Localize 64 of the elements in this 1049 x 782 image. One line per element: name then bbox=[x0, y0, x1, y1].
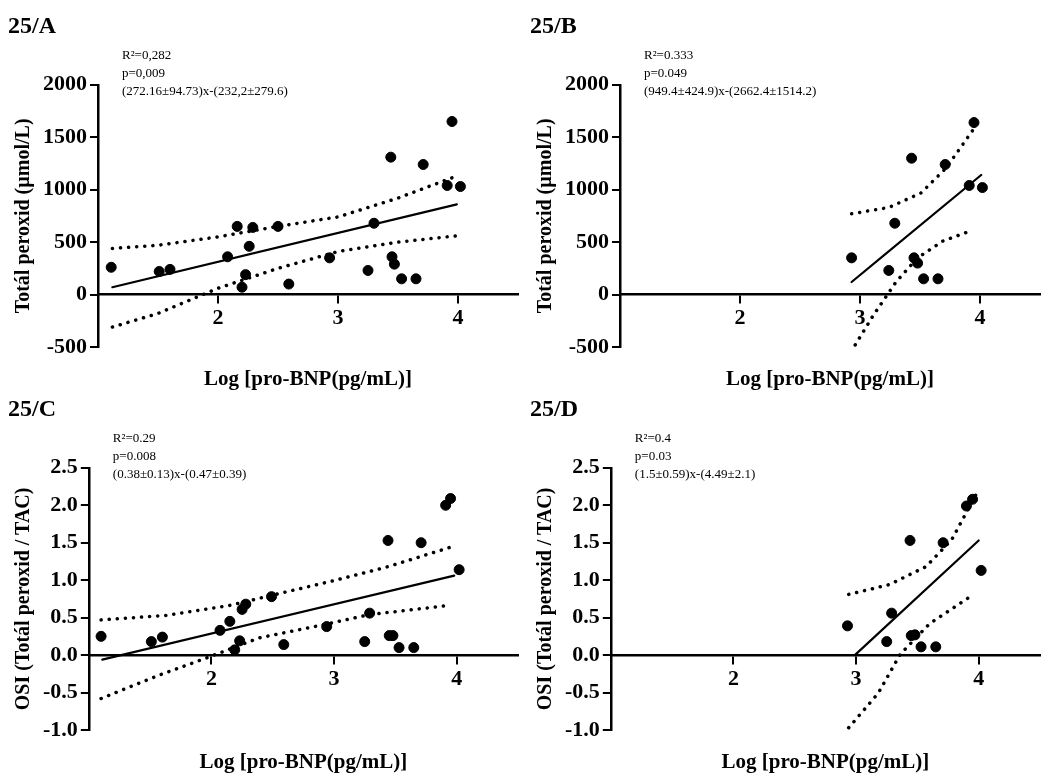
x-axis-title: Log [pro-BNP(pg/mL)] bbox=[726, 366, 934, 390]
x-tick-label: 3 bbox=[854, 304, 866, 330]
y-tick-label: 2.5 bbox=[50, 453, 78, 479]
annotation: (0.38±0.13)x-(0.47±0.39) bbox=[112, 465, 247, 481]
y-axis-title: Totál peroxid (µmol/L) bbox=[11, 118, 35, 314]
y-tick-label: -1.0 bbox=[565, 715, 600, 741]
text: R²=0,282 bbox=[122, 46, 172, 62]
y-tick-label: 1500 bbox=[43, 122, 87, 148]
y-axis-title: OSI (Totál peroxid / TAC) bbox=[533, 487, 557, 711]
y-tick-label: -0.5 bbox=[565, 678, 600, 704]
y-axis-title: Totál peroxid (µmol/L) bbox=[533, 118, 557, 314]
x-axis-title: Log [pro-BNP(pg/mL)] bbox=[204, 366, 412, 390]
x-tick-label: 3 bbox=[850, 664, 862, 690]
y-tick-label: 2.0 bbox=[572, 490, 600, 516]
text: p=0.03 bbox=[634, 447, 672, 463]
y-tick-label: 1.5 bbox=[572, 528, 600, 554]
x-tick-label: 2 bbox=[205, 664, 217, 690]
y-tick-label: 1000 bbox=[43, 175, 87, 201]
y-tick-label: 500 bbox=[576, 227, 609, 253]
chart-title: 25/D bbox=[530, 394, 578, 421]
y-tick-label: 1.5 bbox=[50, 528, 78, 554]
y-tick-label: 0.0 bbox=[50, 640, 78, 666]
y-tick-label: -0.5 bbox=[43, 678, 78, 704]
x-tick-label: 3 bbox=[332, 304, 344, 330]
x-tick-label: 2 bbox=[212, 304, 224, 330]
y-tick-label: 2000 bbox=[565, 70, 609, 96]
y-tick-label: -1.0 bbox=[43, 715, 78, 741]
text: R²=0.4 bbox=[634, 429, 672, 445]
annotation: (1.5±0.59)x-(4.49±2.1) bbox=[634, 465, 756, 481]
text: p=0.008 bbox=[112, 447, 156, 463]
y-tick-label: 1.0 bbox=[50, 565, 78, 591]
x-tick-label: 4 bbox=[974, 304, 986, 330]
text: p=0.049 bbox=[644, 64, 688, 80]
y-tick-label: -500 bbox=[46, 332, 87, 358]
y-tick-label: 2.5 bbox=[572, 453, 600, 479]
y-axis-title: OSI (Totál peroxid / TAC) bbox=[11, 487, 35, 711]
x-tick-label: 2 bbox=[734, 304, 746, 330]
y-tick-label: 0.0 bbox=[572, 640, 600, 666]
y-tick-label: 1000 bbox=[565, 175, 609, 201]
y-tick-label: 1.0 bbox=[572, 565, 600, 591]
y-tick-label: 500 bbox=[54, 227, 87, 253]
x-tick-label: 3 bbox=[328, 664, 340, 690]
y-tick-label: 2000 bbox=[43, 70, 87, 96]
chart-title: 25/A bbox=[8, 11, 57, 38]
x-tick-label: 4 bbox=[973, 664, 985, 690]
y-tick-label: 0.5 bbox=[50, 603, 78, 629]
x-tick-label: 4 bbox=[451, 664, 463, 690]
annotation: (949.4±424.9)x-(2662.4±1514.2) bbox=[644, 82, 817, 98]
y-tick-label: 0.5 bbox=[572, 603, 600, 629]
text: R²=0.29 bbox=[112, 429, 156, 445]
text: p=0,009 bbox=[122, 64, 166, 80]
chart-title: 25/C bbox=[8, 394, 56, 421]
y-tick-label: 2.0 bbox=[50, 490, 78, 516]
chart-title: 25/B bbox=[530, 11, 577, 38]
x-tick-label: 4 bbox=[452, 304, 464, 330]
y-tick-label: 0 bbox=[76, 280, 87, 306]
x-axis-title: Log [pro-BNP(pg/mL)] bbox=[199, 749, 408, 773]
y-tick-label: -500 bbox=[568, 332, 609, 358]
x-tick-label: 2 bbox=[727, 664, 739, 690]
y-tick-label: 0 bbox=[598, 280, 609, 306]
y-tick-label: 1500 bbox=[565, 122, 609, 148]
x-axis-title: Log [pro-BNP(pg/mL)] bbox=[721, 749, 930, 773]
text: R²=0.333 bbox=[644, 46, 694, 62]
annotation: (272.16±94.73)x-(232,2±279.6) bbox=[122, 82, 288, 98]
